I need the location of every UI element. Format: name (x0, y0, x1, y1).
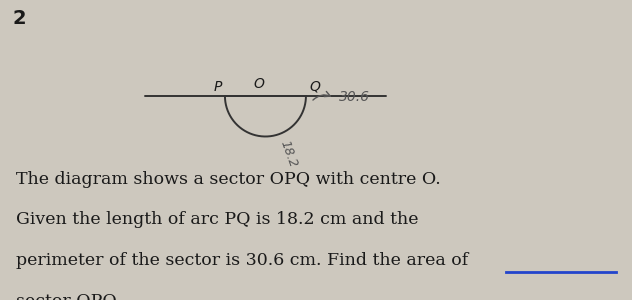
Text: sector OPQ.: sector OPQ. (16, 292, 121, 300)
Text: 18.2: 18.2 (277, 139, 300, 169)
Text: Given the length of arc PQ is 18.2 cm and the: Given the length of arc PQ is 18.2 cm an… (16, 212, 418, 229)
Text: The diagram shows a sector OPQ with centre O.: The diagram shows a sector OPQ with cent… (16, 171, 441, 188)
Text: O: O (254, 77, 265, 91)
Text: 30.6: 30.6 (339, 89, 370, 103)
Text: perimeter of the sector is 30.6 cm. Find the area of: perimeter of the sector is 30.6 cm. Find… (16, 252, 468, 269)
Text: 2: 2 (13, 9, 27, 28)
Text: P: P (214, 80, 222, 94)
Text: Q: Q (309, 80, 320, 94)
